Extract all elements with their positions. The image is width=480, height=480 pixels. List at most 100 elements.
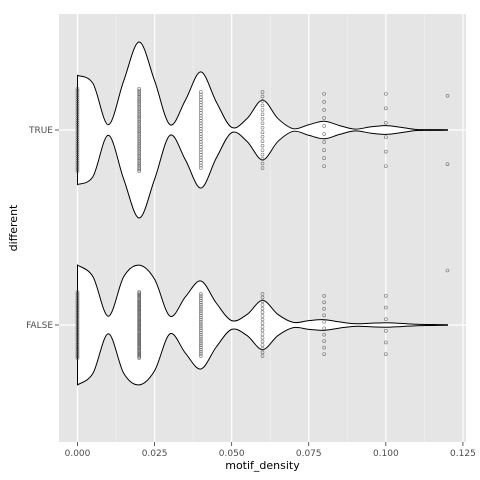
data-point	[137, 102, 141, 106]
data-point	[322, 108, 326, 112]
data-point	[260, 143, 265, 148]
data-point	[75, 103, 80, 108]
data-point	[75, 112, 80, 116]
x-tick-label: 0.000	[65, 449, 91, 459]
data-point	[75, 146, 80, 150]
data-point	[199, 137, 203, 141]
data-point	[137, 120, 141, 125]
data-point	[137, 303, 141, 308]
data-point	[260, 354, 265, 358]
data-point	[75, 141, 80, 146]
y-tick-label-false: FALSE	[26, 321, 53, 331]
data-point	[75, 116, 80, 121]
data-point	[75, 97, 80, 102]
data-point	[137, 132, 141, 137]
data-point	[199, 142, 203, 147]
data-point	[75, 320, 80, 325]
data-point	[137, 105, 141, 110]
data-point	[322, 164, 326, 168]
data-point	[199, 153, 203, 157]
data-point	[260, 350, 265, 355]
data-point	[75, 120, 80, 125]
data-point	[199, 155, 203, 160]
data-point	[75, 337, 80, 342]
data-point	[199, 343, 203, 348]
data-point	[75, 352, 80, 357]
data-point	[75, 356, 80, 360]
data-point	[384, 106, 388, 111]
data-point	[199, 330, 203, 335]
data-point	[137, 93, 141, 98]
data-point	[137, 330, 141, 335]
data-point	[75, 347, 80, 352]
data-point	[75, 93, 80, 97]
data-point	[260, 295, 265, 300]
data-point	[260, 161, 265, 166]
data-point	[322, 132, 326, 136]
data-point	[260, 112, 265, 117]
data-point	[137, 125, 141, 130]
data-point	[199, 307, 203, 311]
data-point	[137, 103, 141, 108]
data-point	[137, 112, 141, 116]
data-point	[75, 330, 80, 335]
data-point	[384, 135, 388, 140]
data-point	[137, 339, 141, 343]
data-point	[260, 139, 265, 143]
data-point	[260, 108, 265, 112]
data-point	[75, 327, 80, 332]
data-point	[384, 149, 388, 154]
x-tick-label: 0.075	[296, 449, 322, 459]
violin-false	[77, 264, 448, 386]
data-point	[199, 292, 203, 296]
data-point	[137, 149, 141, 153]
data-point	[75, 133, 80, 138]
data-point	[137, 152, 141, 157]
data-point	[137, 334, 141, 339]
data-point	[137, 329, 141, 333]
data-point	[75, 167, 80, 171]
data-point	[75, 152, 80, 157]
data-point	[137, 142, 141, 147]
data-point	[137, 336, 141, 340]
data-point	[75, 339, 80, 343]
data-point	[75, 106, 80, 110]
data-point	[75, 137, 80, 142]
data-point	[199, 313, 203, 318]
data-point	[260, 332, 265, 336]
data-point	[199, 116, 203, 121]
data-point	[199, 305, 203, 309]
data-point	[199, 315, 203, 320]
data-point	[199, 119, 203, 123]
data-point	[199, 160, 203, 165]
data-point	[75, 340, 80, 345]
data-point	[322, 300, 326, 305]
data-point	[322, 345, 326, 350]
data-point	[75, 293, 80, 298]
data-point	[260, 125, 265, 130]
data-point	[199, 326, 203, 331]
data-point	[137, 137, 141, 142]
data-point	[137, 341, 141, 346]
data-point	[260, 157, 265, 161]
data-point	[445, 93, 450, 98]
data-point	[137, 302, 141, 307]
data-point	[137, 333, 141, 338]
data-point	[75, 307, 80, 311]
data-point	[137, 130, 141, 135]
data-point	[137, 150, 141, 155]
data-point	[75, 295, 80, 299]
data-point	[260, 148, 265, 152]
data-point	[137, 88, 141, 93]
x-axis-title: motif_density	[225, 459, 300, 472]
data-point	[137, 347, 141, 351]
violin-true	[77, 41, 448, 219]
data-point	[384, 329, 388, 333]
data-point	[75, 317, 80, 321]
data-point	[75, 87, 80, 91]
data-point	[137, 115, 141, 120]
data-point	[260, 343, 265, 347]
data-point	[75, 95, 80, 100]
data-point	[260, 321, 265, 325]
data-point	[137, 95, 141, 100]
